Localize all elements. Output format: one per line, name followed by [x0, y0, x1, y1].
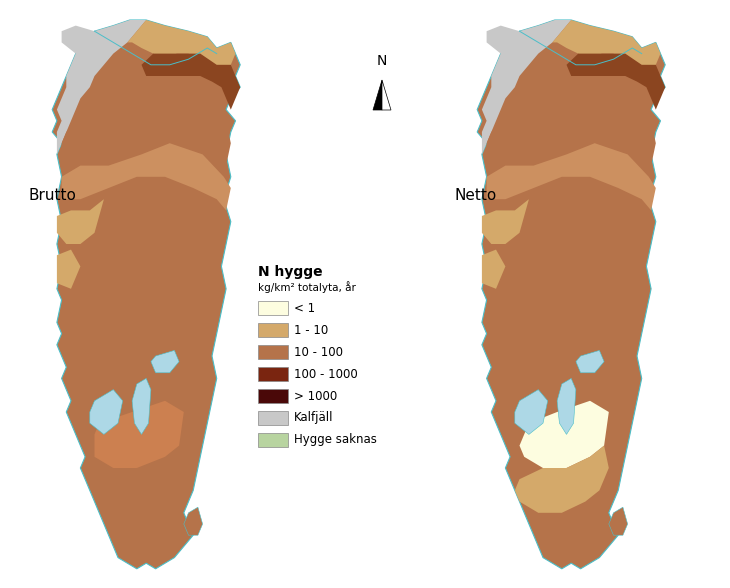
Text: N: N [377, 54, 387, 68]
Bar [258, 411, 288, 425]
Polygon shape [94, 401, 184, 468]
Polygon shape [609, 507, 628, 535]
Polygon shape [57, 199, 104, 244]
Text: Netto: Netto [455, 188, 497, 202]
Polygon shape [487, 143, 656, 211]
Polygon shape [482, 249, 505, 289]
Polygon shape [128, 20, 236, 76]
Text: kg/km² totalyta, år: kg/km² totalyta, år [258, 281, 356, 293]
Text: Hygge saknas: Hygge saknas [294, 433, 377, 446]
Bar [258, 301, 288, 315]
Text: Brutto: Brutto [28, 188, 76, 202]
Polygon shape [184, 507, 203, 535]
Polygon shape [482, 199, 529, 244]
Polygon shape [57, 20, 146, 155]
Polygon shape [61, 143, 231, 211]
Polygon shape [477, 20, 665, 569]
Text: > 1000: > 1000 [294, 389, 337, 403]
Text: < 1: < 1 [294, 302, 315, 315]
Text: 10 - 100: 10 - 100 [294, 346, 343, 359]
Bar [258, 345, 288, 359]
Polygon shape [61, 87, 231, 166]
Polygon shape [566, 54, 665, 109]
Polygon shape [482, 20, 571, 155]
Text: 100 - 1000: 100 - 1000 [294, 368, 358, 380]
Polygon shape [553, 20, 661, 76]
Polygon shape [90, 390, 123, 435]
Text: N hygge: N hygge [258, 265, 323, 279]
Text: Kalfjäll: Kalfjäll [294, 412, 334, 425]
Polygon shape [57, 249, 80, 289]
Polygon shape [382, 80, 391, 110]
Polygon shape [151, 350, 179, 373]
Polygon shape [53, 20, 240, 569]
Bar [258, 389, 288, 403]
Bar [258, 367, 288, 381]
Polygon shape [520, 401, 609, 468]
Polygon shape [487, 87, 656, 166]
Polygon shape [132, 379, 151, 435]
Polygon shape [142, 54, 240, 109]
Bar [258, 433, 288, 447]
Bar [258, 323, 288, 337]
Polygon shape [557, 379, 576, 435]
Text: 1 - 10: 1 - 10 [294, 323, 328, 336]
Polygon shape [515, 446, 609, 513]
Polygon shape [373, 80, 382, 110]
Polygon shape [576, 350, 604, 373]
Polygon shape [515, 390, 548, 435]
